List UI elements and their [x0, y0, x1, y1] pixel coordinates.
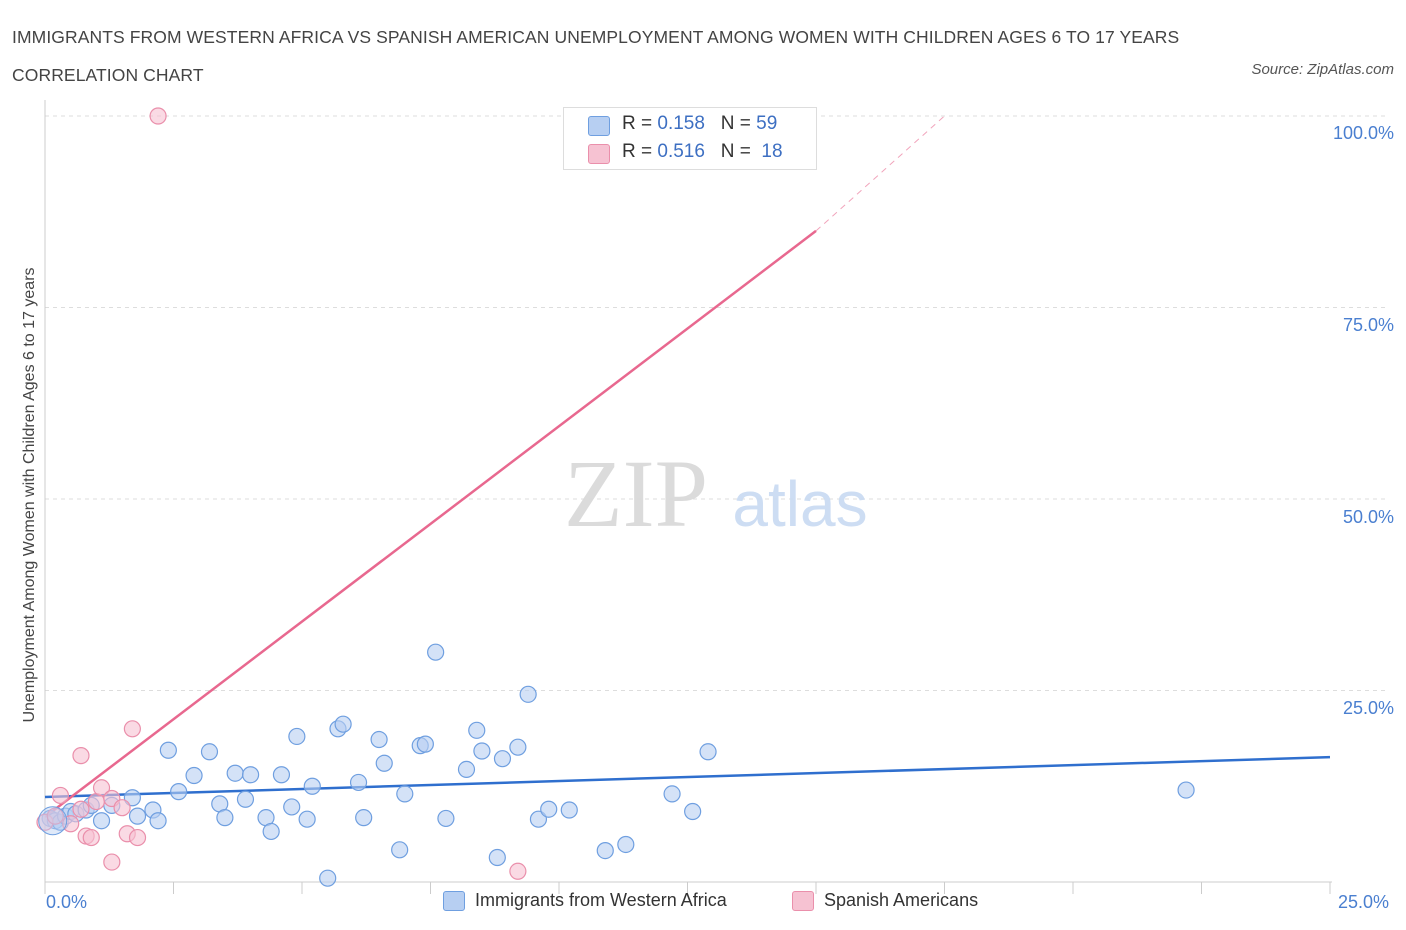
point-spanish-americans	[123, 720, 141, 738]
point-western-africa	[457, 760, 476, 778]
point-western-africa	[334, 715, 352, 733]
source-label: Source: ZipAtlas.com	[1251, 61, 1394, 78]
legend-swatch-blue	[443, 891, 465, 911]
point-western-africa	[416, 735, 434, 753]
point-spanish-americans	[128, 828, 147, 847]
point-western-africa	[529, 810, 548, 828]
legend-label: Immigrants from Western Africa	[475, 890, 727, 910]
point-western-africa	[391, 841, 409, 859]
point-spanish-americans	[46, 807, 64, 825]
y-tick-label-75: 75.0%	[1342, 315, 1394, 335]
point-western-africa	[303, 777, 321, 795]
point-spanish-americans	[113, 799, 131, 817]
point-western-africa	[375, 754, 393, 772]
legend-label: Spanish Americans	[824, 890, 979, 910]
legend-r-value: 0.158	[657, 113, 705, 134]
point-western-africa	[128, 807, 147, 825]
point-western-africa	[170, 783, 188, 801]
point-western-africa	[468, 721, 486, 739]
point-spanish-americans	[509, 862, 527, 880]
point-western-africa	[437, 809, 455, 828]
point-western-africa	[236, 790, 255, 808]
point-spanish-americans	[82, 828, 100, 847]
point-western-africa	[488, 848, 506, 867]
legend-n-value: 59	[756, 113, 778, 134]
point-western-africa	[200, 743, 219, 761]
point-western-africa	[519, 685, 537, 703]
point-western-africa	[262, 822, 280, 841]
trend-line-spanish-americans	[44, 229, 817, 818]
trend-line-extension	[815, 115, 945, 232]
point-western-africa	[298, 810, 316, 828]
chart-title: IMMIGRANTS FROM WESTERN AFRICA VS SPANIS…	[12, 27, 1180, 85]
point-western-africa	[149, 812, 167, 830]
point-spanish-americans	[103, 853, 121, 871]
watermark-atlas: atlas	[732, 468, 867, 540]
legend-n-value: 18	[761, 141, 783, 162]
x-tick-label-max: 25.0%	[1338, 892, 1390, 912]
trend-line-western-africa	[44, 755, 1331, 799]
point-western-africa	[663, 785, 681, 803]
watermark: ZIP atlas	[564, 440, 868, 547]
point-western-africa	[242, 766, 260, 784]
point-western-africa	[684, 802, 702, 821]
x-tick-label-min: 0.0%	[46, 892, 88, 912]
point-western-africa	[272, 766, 291, 784]
point-western-africa	[540, 800, 558, 818]
watermark-zip: ZIP	[564, 440, 708, 547]
point-western-africa	[355, 809, 373, 827]
y-axis-label: Unemployment Among Women with Children A…	[21, 267, 38, 723]
point-western-africa	[319, 869, 337, 887]
legend-swatch-blue	[588, 116, 610, 136]
point-western-africa	[226, 764, 244, 782]
axes	[44, 100, 1332, 894]
stats-legend: R = 0.158 N = 59 R = 0.516 N = 18	[563, 107, 817, 170]
y-tick-label-25: 25.0%	[1342, 698, 1394, 718]
point-spanish-americans	[92, 779, 111, 797]
point-western-africa	[349, 773, 368, 792]
point-western-africa	[493, 750, 512, 768]
point-western-africa	[370, 730, 388, 749]
y-tick-label-100: 100.0%	[1332, 123, 1394, 143]
grid-lines	[45, 115, 1385, 691]
point-western-africa	[473, 742, 491, 760]
point-western-africa	[617, 835, 635, 854]
y-tick-label-50: 50.0%	[1342, 507, 1394, 527]
legend-r-value: 0.516	[657, 141, 705, 162]
point-western-africa	[560, 801, 578, 819]
legend-n-label: N =	[720, 113, 757, 134]
point-western-africa	[1177, 781, 1195, 799]
legend-r-label: R =	[622, 113, 658, 134]
point-spanish-americans	[51, 786, 70, 805]
point-western-africa	[396, 785, 414, 803]
point-spanish-americans	[72, 747, 90, 765]
legend-swatch-pink	[792, 891, 814, 911]
point-western-africa	[216, 809, 234, 827]
point-western-africa	[185, 766, 203, 785]
point-western-africa	[596, 841, 614, 860]
trend-lines	[44, 115, 1331, 818]
point-western-africa	[699, 743, 717, 761]
point-western-africa	[159, 741, 177, 759]
legend-n-label: N =	[720, 141, 757, 162]
point-western-africa	[283, 798, 301, 816]
point-western-africa	[92, 812, 111, 830]
point-western-africa	[427, 643, 445, 661]
point-western-africa	[123, 789, 141, 807]
data-points	[36, 107, 1195, 887]
legend-r-label: R =	[622, 141, 658, 162]
point-cluster-origin	[38, 806, 68, 836]
point-spanish-americans	[72, 800, 90, 818]
point-western-africa	[509, 738, 527, 756]
point-western-africa	[288, 727, 306, 746]
legend-swatch-pink	[588, 144, 610, 164]
point-spanish-americans	[149, 107, 167, 125]
